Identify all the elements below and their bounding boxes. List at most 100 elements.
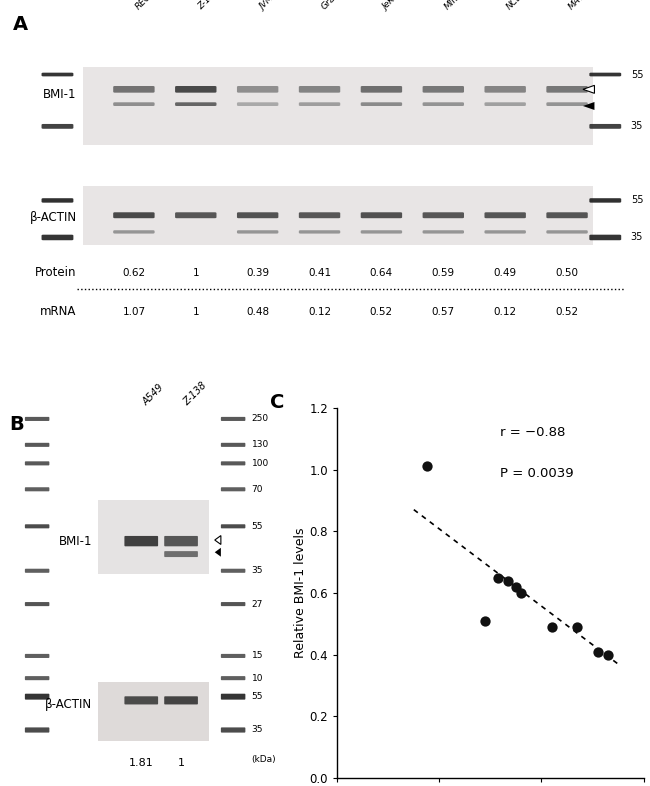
Polygon shape bbox=[214, 535, 221, 545]
Text: Granta-519: Granta-519 bbox=[320, 0, 362, 12]
FancyBboxPatch shape bbox=[124, 536, 158, 546]
Text: 0.59: 0.59 bbox=[432, 268, 455, 277]
FancyBboxPatch shape bbox=[237, 86, 278, 93]
FancyBboxPatch shape bbox=[113, 212, 155, 219]
FancyBboxPatch shape bbox=[221, 654, 246, 658]
FancyBboxPatch shape bbox=[221, 569, 246, 573]
FancyBboxPatch shape bbox=[361, 212, 402, 219]
Text: 35: 35 bbox=[252, 725, 263, 734]
Point bbox=[572, 621, 582, 634]
FancyBboxPatch shape bbox=[299, 230, 340, 233]
FancyBboxPatch shape bbox=[124, 696, 158, 704]
FancyBboxPatch shape bbox=[361, 86, 402, 93]
Text: 35: 35 bbox=[630, 121, 643, 131]
FancyBboxPatch shape bbox=[221, 602, 246, 606]
Text: 15: 15 bbox=[252, 652, 263, 660]
Text: 70: 70 bbox=[252, 485, 263, 494]
Text: Protein: Protein bbox=[35, 266, 77, 279]
FancyBboxPatch shape bbox=[484, 230, 526, 233]
Point bbox=[603, 648, 613, 661]
FancyBboxPatch shape bbox=[42, 72, 73, 76]
FancyBboxPatch shape bbox=[25, 569, 49, 573]
Text: 0.12: 0.12 bbox=[493, 307, 517, 317]
FancyBboxPatch shape bbox=[237, 212, 278, 219]
FancyBboxPatch shape bbox=[25, 443, 49, 447]
Text: BMI-1: BMI-1 bbox=[58, 534, 92, 548]
Text: A549: A549 bbox=[141, 383, 166, 408]
FancyBboxPatch shape bbox=[25, 487, 49, 491]
FancyBboxPatch shape bbox=[25, 602, 49, 606]
Text: 0.49: 0.49 bbox=[493, 268, 517, 277]
FancyBboxPatch shape bbox=[25, 461, 49, 465]
Text: REC-1: REC-1 bbox=[134, 0, 159, 12]
Text: Z-138: Z-138 bbox=[196, 0, 220, 12]
FancyBboxPatch shape bbox=[547, 86, 588, 93]
Text: A: A bbox=[13, 15, 28, 35]
Point bbox=[421, 460, 432, 472]
FancyBboxPatch shape bbox=[25, 654, 49, 658]
Text: 0.62: 0.62 bbox=[122, 268, 146, 277]
Text: MAVER-1: MAVER-1 bbox=[567, 0, 602, 12]
FancyBboxPatch shape bbox=[299, 102, 340, 106]
FancyBboxPatch shape bbox=[221, 443, 246, 447]
FancyBboxPatch shape bbox=[164, 536, 198, 546]
FancyBboxPatch shape bbox=[299, 86, 340, 93]
Bar bbox=[98, 501, 209, 575]
Text: Z-138: Z-138 bbox=[181, 380, 208, 408]
FancyBboxPatch shape bbox=[42, 198, 73, 203]
FancyBboxPatch shape bbox=[299, 212, 340, 219]
Point bbox=[547, 621, 557, 634]
FancyBboxPatch shape bbox=[164, 696, 198, 704]
Text: 35: 35 bbox=[630, 233, 643, 242]
Text: 55: 55 bbox=[630, 69, 644, 79]
Text: 55: 55 bbox=[252, 692, 263, 701]
FancyBboxPatch shape bbox=[25, 524, 49, 528]
Text: 0.57: 0.57 bbox=[432, 307, 455, 317]
Bar bbox=[83, 67, 593, 145]
Point bbox=[592, 645, 603, 658]
Text: 55: 55 bbox=[252, 522, 263, 531]
Text: B: B bbox=[10, 415, 24, 434]
FancyBboxPatch shape bbox=[25, 694, 49, 700]
Text: 130: 130 bbox=[252, 440, 268, 450]
FancyBboxPatch shape bbox=[25, 676, 49, 680]
Text: r = −0.88: r = −0.88 bbox=[500, 426, 565, 439]
Point bbox=[511, 581, 521, 593]
Text: 250: 250 bbox=[252, 414, 268, 424]
FancyBboxPatch shape bbox=[221, 676, 246, 680]
Text: 35: 35 bbox=[252, 566, 263, 575]
Text: 0.50: 0.50 bbox=[556, 268, 578, 277]
FancyBboxPatch shape bbox=[547, 230, 588, 233]
Text: β-ACTIN: β-ACTIN bbox=[45, 697, 92, 711]
Text: 0.48: 0.48 bbox=[246, 307, 269, 317]
Polygon shape bbox=[583, 102, 595, 110]
Text: 0.52: 0.52 bbox=[556, 307, 578, 317]
FancyBboxPatch shape bbox=[590, 235, 621, 241]
Text: 1: 1 bbox=[177, 758, 185, 769]
FancyBboxPatch shape bbox=[221, 487, 246, 491]
FancyBboxPatch shape bbox=[361, 102, 402, 106]
Polygon shape bbox=[214, 548, 221, 556]
Text: 100: 100 bbox=[252, 459, 268, 468]
FancyBboxPatch shape bbox=[590, 198, 621, 203]
Bar bbox=[98, 681, 209, 741]
Text: C: C bbox=[270, 393, 284, 412]
Text: JVM-2: JVM-2 bbox=[257, 0, 282, 12]
Text: 55: 55 bbox=[630, 196, 644, 205]
Point bbox=[480, 615, 491, 627]
FancyBboxPatch shape bbox=[113, 102, 155, 106]
Point bbox=[493, 571, 503, 584]
FancyBboxPatch shape bbox=[113, 230, 155, 233]
Text: JeKo-1: JeKo-1 bbox=[382, 0, 408, 12]
Text: 0.39: 0.39 bbox=[246, 268, 269, 277]
Text: β-ACTIN: β-ACTIN bbox=[29, 211, 77, 223]
FancyBboxPatch shape bbox=[25, 417, 49, 421]
FancyBboxPatch shape bbox=[221, 727, 246, 733]
FancyBboxPatch shape bbox=[484, 212, 526, 219]
FancyBboxPatch shape bbox=[221, 524, 246, 528]
Text: P = 0.0039: P = 0.0039 bbox=[500, 467, 573, 480]
Text: 27: 27 bbox=[252, 600, 263, 608]
FancyBboxPatch shape bbox=[547, 212, 588, 219]
Text: 0.41: 0.41 bbox=[308, 268, 331, 277]
FancyBboxPatch shape bbox=[221, 694, 246, 700]
